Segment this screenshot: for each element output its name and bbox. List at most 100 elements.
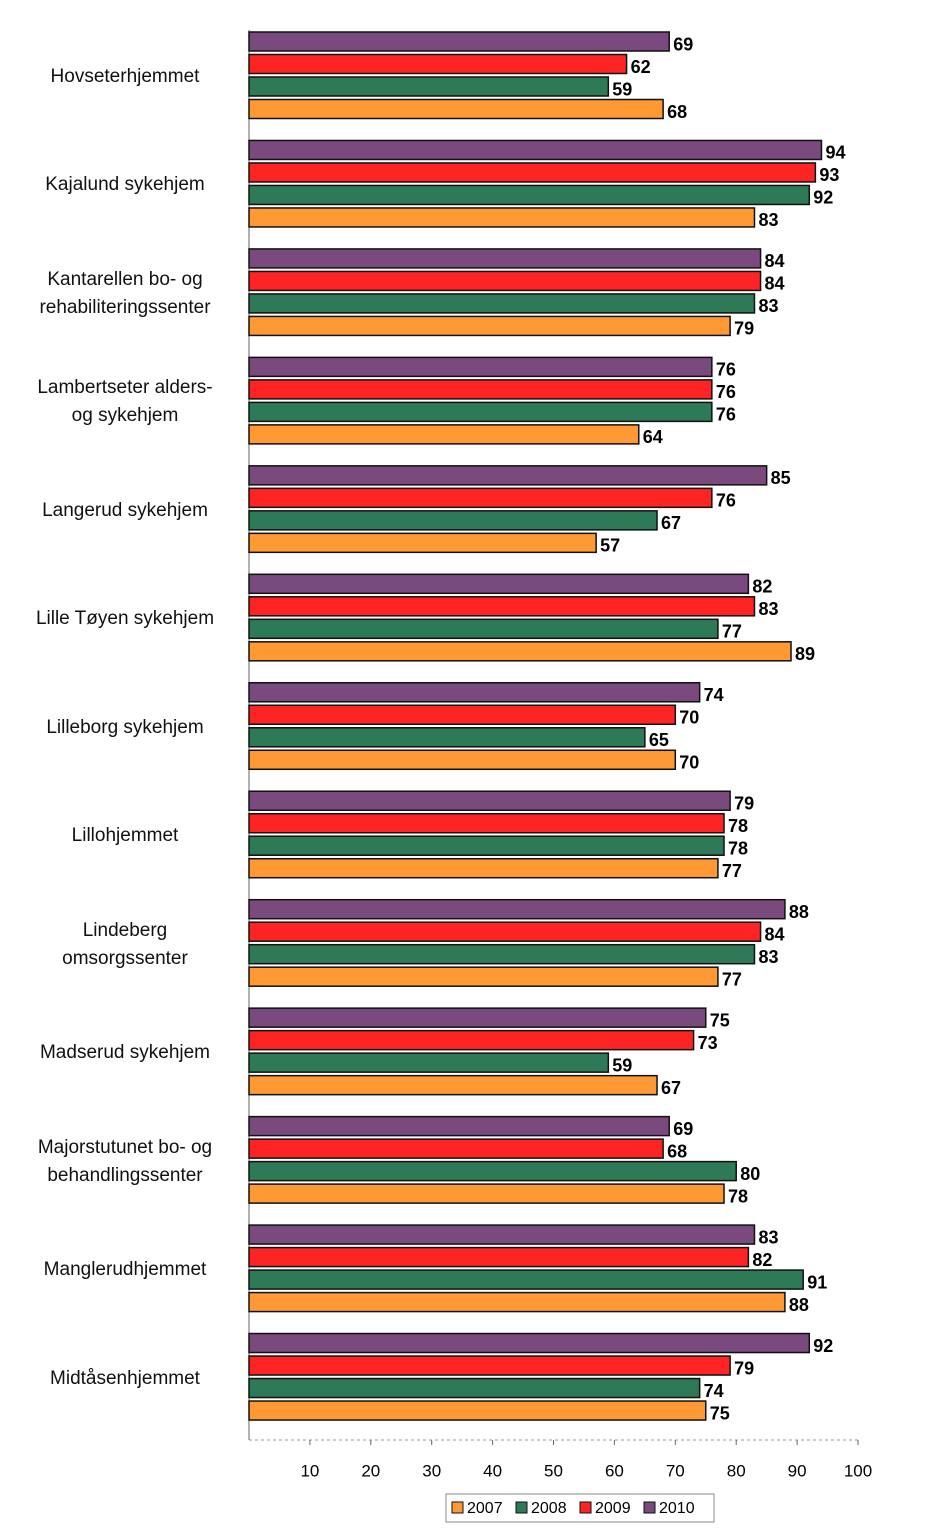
bar <box>248 1246 750 1268</box>
bar <box>248 704 677 726</box>
bar <box>248 749 677 771</box>
bar <box>248 487 713 509</box>
bar <box>248 424 640 445</box>
data-label: 70 <box>679 753 699 773</box>
data-label: 83 <box>758 947 778 967</box>
bar <box>248 1029 695 1051</box>
category-label: Majorstutunet bo- og behandlingssenter <box>37 1136 213 1186</box>
bar <box>248 53 628 75</box>
bar <box>248 293 756 314</box>
data-label: 74 <box>704 685 724 705</box>
x-tick-label: 80 <box>727 1461 746 1480</box>
data-label: 83 <box>758 1227 778 1247</box>
category-label: Lilleborg sykehjem <box>46 716 204 738</box>
bar <box>248 641 792 662</box>
data-label: 92 <box>813 1336 833 1356</box>
legend-swatch <box>451 1501 464 1514</box>
bar <box>248 1115 670 1137</box>
data-label: 59 <box>612 1055 632 1075</box>
data-label: 76 <box>716 405 736 425</box>
legend-swatch <box>643 1501 656 1514</box>
bar <box>248 835 725 856</box>
bar <box>248 1052 610 1073</box>
legend-swatch <box>579 1501 592 1514</box>
data-label: 93 <box>819 165 839 185</box>
data-label: 92 <box>813 188 833 208</box>
data-label: 69 <box>673 34 693 54</box>
data-label: 79 <box>734 793 754 813</box>
bar <box>248 1007 707 1028</box>
bar <box>248 1332 811 1354</box>
data-label: 78 <box>728 838 748 858</box>
bar <box>248 857 719 879</box>
bar <box>248 596 756 617</box>
data-label: 82 <box>752 1250 772 1270</box>
data-label: 88 <box>789 1295 809 1315</box>
data-label: 70 <box>679 708 699 728</box>
bar <box>248 1355 731 1376</box>
bar <box>248 207 756 228</box>
data-label: 59 <box>612 79 632 99</box>
legend-label: 2009 <box>595 1500 631 1517</box>
bar <box>248 248 762 269</box>
category-label: Lillohjemmet <box>71 825 179 847</box>
bar <box>248 618 719 640</box>
bar <box>248 1224 756 1245</box>
legend-swatch <box>515 1501 528 1514</box>
data-label: 85 <box>771 468 791 488</box>
bar <box>248 532 597 554</box>
bar <box>248 1400 707 1421</box>
data-label: 88 <box>789 902 809 922</box>
data-label: 73 <box>698 1033 718 1053</box>
bar <box>248 465 768 486</box>
data-label: 84 <box>765 924 785 944</box>
data-label: 76 <box>716 491 736 511</box>
bar <box>248 921 762 942</box>
data-label: 68 <box>667 1141 687 1161</box>
bar <box>248 1138 664 1159</box>
data-label: 91 <box>807 1272 827 1292</box>
data-label: 79 <box>734 1358 754 1378</box>
bar <box>248 184 811 206</box>
x-tick-label: 10 <box>300 1461 319 1480</box>
category-label: Lindeberg omsorgssenter <box>62 919 188 969</box>
data-label: 83 <box>758 210 778 230</box>
x-tick-label: 40 <box>483 1461 502 1480</box>
x-tick-label: 50 <box>544 1461 563 1480</box>
data-label: 75 <box>710 1010 730 1030</box>
bar <box>248 943 756 965</box>
bar <box>248 270 762 292</box>
data-label: 83 <box>758 599 778 619</box>
category-label: Lille Tøyen sykehjem <box>35 608 215 630</box>
data-label: 68 <box>667 102 687 122</box>
data-label: 64 <box>643 427 663 447</box>
bar <box>248 315 731 337</box>
data-label: 77 <box>722 622 742 642</box>
data-label: 77 <box>722 861 742 881</box>
data-label: 77 <box>722 969 742 989</box>
bar <box>248 356 713 378</box>
data-label: 75 <box>710 1403 730 1423</box>
bar <box>248 510 658 531</box>
bar <box>248 1291 786 1313</box>
bar <box>248 401 713 423</box>
x-tick-label: 30 <box>422 1461 441 1480</box>
bar <box>248 573 750 595</box>
legend-box <box>445 1493 715 1523</box>
bar <box>248 162 817 183</box>
data-label: 94 <box>825 143 845 163</box>
bar <box>248 966 719 987</box>
bar <box>248 98 664 120</box>
x-tick-label: 90 <box>788 1461 807 1480</box>
x-tick-label: 60 <box>605 1461 624 1480</box>
data-label: 69 <box>673 1119 693 1139</box>
data-label: 82 <box>752 577 772 597</box>
data-label: 84 <box>765 274 785 294</box>
data-label: 79 <box>734 319 754 339</box>
data-label: 80 <box>740 1164 760 1184</box>
bar <box>248 1377 701 1399</box>
bar <box>248 1183 725 1204</box>
legend-label: 2007 <box>467 1500 503 1517</box>
x-tick-label: 100 <box>844 1461 872 1480</box>
bar <box>248 682 701 703</box>
